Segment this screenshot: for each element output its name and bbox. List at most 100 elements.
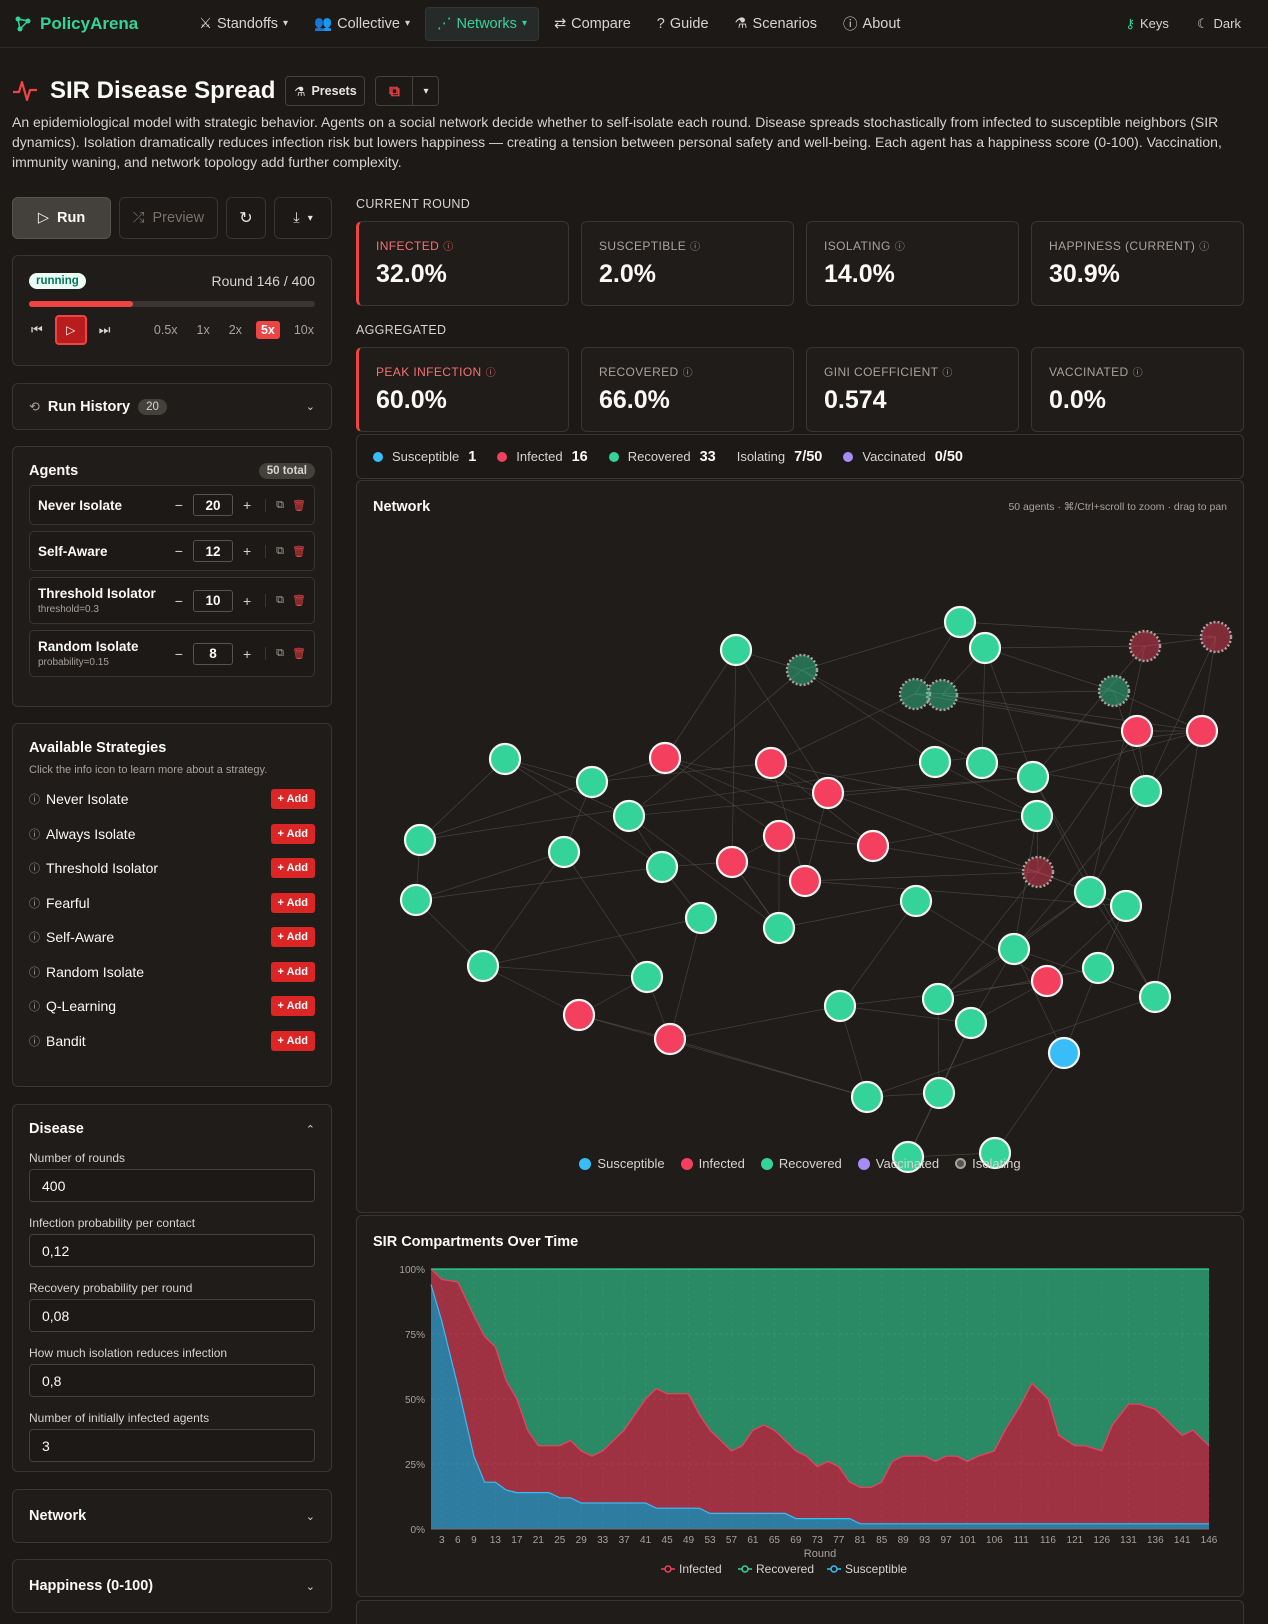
info-icon[interactable]: ⓘ <box>1199 242 1210 253</box>
nav-compare[interactable]: ⇄ Compare <box>543 8 642 40</box>
copy-icon[interactable]: ⧉ <box>276 544 285 557</box>
add-strategy-button[interactable]: + Add <box>270 1030 315 1051</box>
info-icon[interactable]: ⓘ <box>485 368 497 379</box>
info-icon[interactable]: ⓘ <box>690 242 701 253</box>
legend-swatch <box>680 1157 693 1170</box>
skip-forward-icon[interactable]: ⏭ <box>98 322 111 337</box>
plus-icon[interactable]: + <box>242 645 252 662</box>
nav-collective[interactable]: 👥 Collective ▾ <box>303 7 421 40</box>
network-section-toggle[interactable]: Network ⌄ <box>12 1489 332 1543</box>
run-button[interactable]: ▷ Run <box>12 197 111 239</box>
nav-scenarios[interactable]: ⚗ Scenarios <box>724 8 828 40</box>
nav-guide[interactable]: ? Guide <box>646 8 720 40</box>
network-edge <box>1144 636 1217 647</box>
share-button[interactable]: ⧉ <box>375 76 414 106</box>
presets-button[interactable]: ⚗ Presets <box>285 76 366 106</box>
infection-prob-input[interactable]: 0,12 <box>29 1234 315 1267</box>
network-edge <box>770 762 1038 817</box>
speed-1x[interactable]: 1x <box>196 323 210 337</box>
network-edge <box>664 757 874 847</box>
minus-icon[interactable]: − <box>174 645 183 662</box>
current-round-label: CURRENT ROUND <box>356 197 471 211</box>
trash-icon[interactable]: 🗑 <box>292 648 306 660</box>
copy-icon[interactable]: ⧉ <box>276 594 285 606</box>
speed-10x[interactable]: 10x <box>293 323 314 337</box>
speed-0-5x[interactable]: 0.5x <box>153 323 178 337</box>
network-edge <box>827 776 1034 794</box>
export-button[interactable]: ⤓ ▾ <box>274 197 332 239</box>
skip-back-icon[interactable]: ⏮ <box>31 322 43 337</box>
info-icon[interactable]: ⓘ <box>29 897 40 910</box>
info-icon[interactable]: ⓘ <box>682 368 694 379</box>
network-edge <box>415 866 663 901</box>
run-history-toggle[interactable]: ⟲ Run History 20 ⌄ <box>12 383 332 430</box>
preview-button[interactable]: ⤮ Preview <box>119 197 218 239</box>
keys-button[interactable]: ⚷ Keys <box>1114 8 1179 40</box>
share-dropdown-button[interactable]: ▾ <box>413 76 440 106</box>
add-strategy-button[interactable]: + Add <box>270 996 315 1017</box>
network-logo-icon <box>15 16 31 31</box>
info-icon[interactable]: ⓘ <box>29 863 40 876</box>
disease-toggle[interactable]: Disease ⌃ <box>29 1121 315 1137</box>
initial-infected-input[interactable]: 3 <box>29 1429 315 1462</box>
info-icon[interactable]: ⓘ <box>894 242 906 253</box>
network-graph[interactable] <box>357 481 1243 1212</box>
info-icon[interactable]: ⓘ <box>443 242 454 253</box>
add-strategy-button[interactable]: + Add <box>270 823 315 844</box>
plus-icon[interactable]: + <box>242 592 252 609</box>
reset-button[interactable]: ↻ <box>226 197 266 239</box>
agent-count[interactable]: 12 <box>192 540 233 562</box>
plus-icon[interactable]: + <box>242 497 252 513</box>
add-strategy-button[interactable]: + Add <box>270 892 315 913</box>
minus-icon[interactable]: − <box>174 497 183 513</box>
add-strategy-button[interactable]: + Add <box>270 789 315 810</box>
strategy-name: Self-Aware <box>46 929 115 946</box>
x-tick-label: 25 <box>554 1535 566 1546</box>
add-strategy-button[interactable]: + Add <box>270 858 315 879</box>
info-icon[interactable]: ⓘ <box>29 932 40 945</box>
logo[interactable]: PolicyArena <box>14 14 184 34</box>
agent-count[interactable]: 20 <box>192 494 233 516</box>
chevron-down-icon: ⌄ <box>305 1510 315 1523</box>
info-icon[interactable]: ⓘ <box>29 1001 40 1014</box>
info-icon[interactable]: ⓘ <box>29 966 40 979</box>
nav-about[interactable]: ⓘ About <box>832 5 911 42</box>
recovery-prob-input[interactable]: 0,08 <box>29 1299 315 1332</box>
info-icon[interactable]: ⓘ <box>29 794 40 807</box>
info-icon[interactable]: ⓘ <box>942 368 953 379</box>
rounds-input[interactable]: 400 <box>29 1169 315 1202</box>
play-pause-button[interactable]: ▷ <box>54 315 87 345</box>
sir-area-chart[interactable]: 0%25%50%75%100%3 6 9 13 17 21 25 29 33 37 41 45 49 53… <box>357 1216 1243 1596</box>
info-icon[interactable]: ⓘ <box>29 1035 40 1048</box>
trash-icon[interactable]: 🗑 <box>292 499 306 512</box>
minus-icon[interactable]: − <box>174 543 183 559</box>
agent-count[interactable]: 10 <box>192 589 233 612</box>
info-icon[interactable]: ⓘ <box>1132 368 1143 379</box>
isolation-reduction-input[interactable]: 0,8 <box>29 1364 315 1397</box>
plus-icon[interactable]: + <box>242 543 252 559</box>
nav-standoffs[interactable]: ⚔ Standoffs ▾ <box>188 8 299 40</box>
x-tick-label: 73 <box>812 1535 824 1546</box>
minus-icon[interactable]: − <box>174 592 183 609</box>
metric-label: SUSCEPTIBLE <box>599 238 687 253</box>
aggregated-label: AGGREGATED <box>356 323 447 337</box>
network-edge <box>984 647 1115 692</box>
trash-icon[interactable]: 🗑 <box>292 595 306 607</box>
add-strategy-button[interactable]: + Add <box>270 961 315 982</box>
network-legend: Susceptible Infected Recovered Vaccinate… <box>357 1156 1243 1171</box>
add-strategy-button[interactable]: + Add <box>270 927 315 948</box>
trash-icon[interactable]: 🗑 <box>292 545 306 558</box>
x-tick-label: 45 <box>662 1535 674 1546</box>
agent-count[interactable]: 8 <box>192 642 233 665</box>
strategy-item: ⓘ Self-Aware + Add <box>21 920 323 955</box>
info-icon[interactable]: ⓘ <box>29 828 40 841</box>
happiness-section-toggle[interactable]: Happiness (0-100) ⌄ <box>12 1559 332 1613</box>
chevron-down-icon: ▾ <box>404 18 410 29</box>
speed-5x[interactable]: 5x <box>255 321 280 339</box>
theme-toggle[interactable]: ☾ Dark <box>1186 8 1252 40</box>
share-icon: ⧉ <box>389 82 400 100</box>
nav-networks[interactable]: ⋰ Networks ▾ <box>425 6 539 41</box>
speed-2x[interactable]: 2x <box>228 323 242 337</box>
copy-icon[interactable]: ⧉ <box>276 647 285 659</box>
copy-icon[interactable]: ⧉ <box>276 498 285 511</box>
